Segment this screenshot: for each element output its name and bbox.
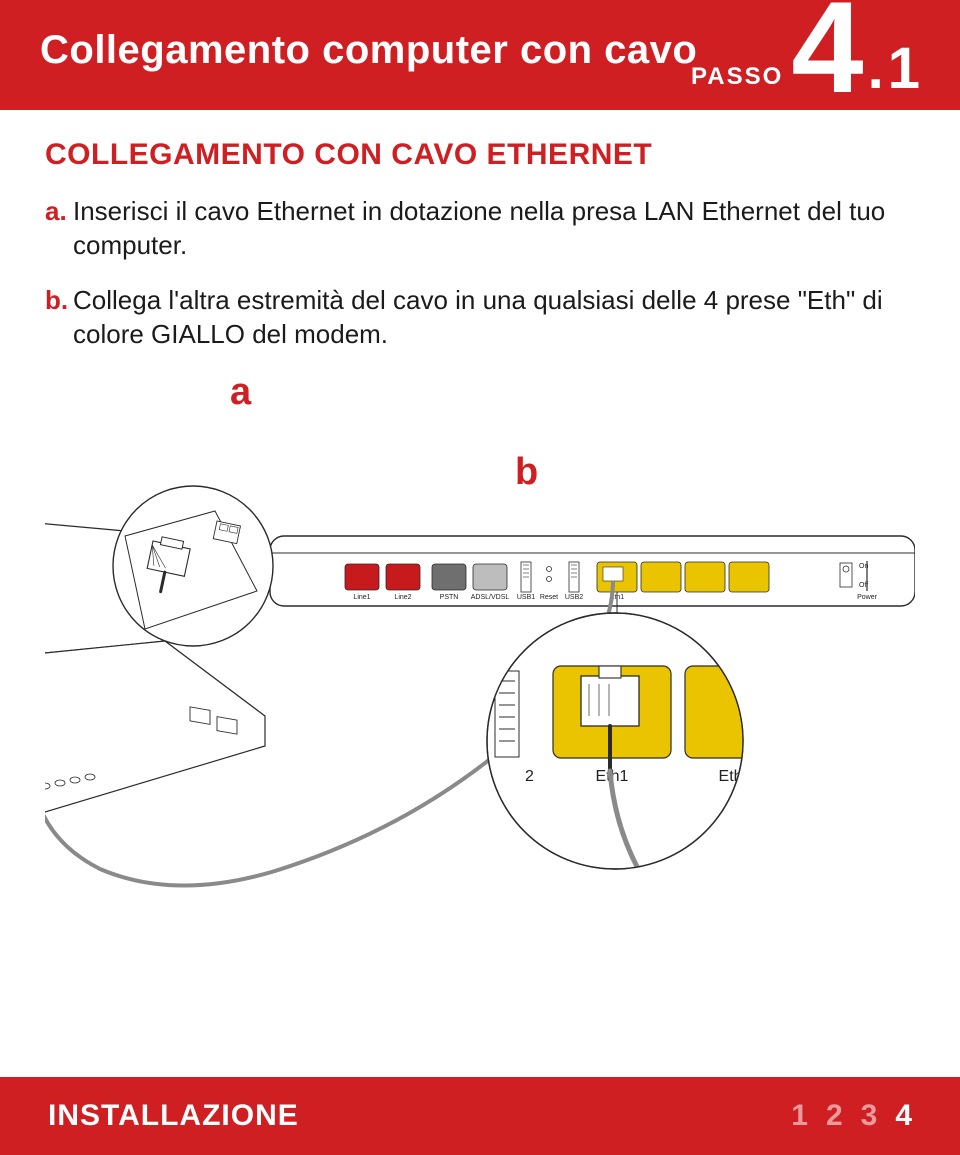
step-label: PASSO xyxy=(691,63,783,91)
footer-title: INSTALLAZIONE xyxy=(48,1099,299,1133)
step-badge: PASSO 4 . 1 xyxy=(691,0,920,112)
footer-step-1: 1 xyxy=(791,1099,808,1133)
svg-text:USB2: USB2 xyxy=(565,594,583,601)
step-major: 4 xyxy=(791,0,863,112)
footer-band: INSTALLAZIONE 1 2 3 4 xyxy=(0,1077,960,1155)
circle-b: 2 Eth1 Eth2 xyxy=(487,613,803,881)
footer-step-3: 3 xyxy=(861,1099,878,1133)
step-dot: . xyxy=(868,40,884,98)
para-b-text: Collega l'altra estremità del cavo in un… xyxy=(73,283,915,352)
content: COLLEGAMENTO CON CAVO ETHERNET a. Inseri… xyxy=(0,110,960,931)
svg-text:Line2: Line2 xyxy=(394,594,411,601)
para-a-text: Inserisci il cavo Ethernet in dotazione … xyxy=(73,194,915,263)
svg-text:PSTN: PSTN xyxy=(440,594,459,601)
circle-a xyxy=(113,486,273,646)
para-a: a. Inserisci il cavo Ethernet in dotazio… xyxy=(45,194,915,263)
modem-body: Line1 Line2 PSTN ADSL/VDSL USB1 Reset US… xyxy=(270,536,915,606)
svg-text:ADSL/VDSL: ADSL/VDSL xyxy=(471,594,510,601)
footer-step-2: 2 xyxy=(826,1099,843,1133)
para-a-key: a. xyxy=(45,194,73,263)
step-minor: 1 xyxy=(888,40,920,98)
svg-text:Power: Power xyxy=(857,594,878,601)
header-band: Collegamento computer con cavo PASSO 4 .… xyxy=(0,0,960,110)
footer-step-4: 4 xyxy=(895,1099,912,1133)
svg-text:On: On xyxy=(859,563,868,570)
footer-steps: 1 2 3 4 xyxy=(791,1099,912,1133)
svg-text:Line1: Line1 xyxy=(353,594,370,601)
para-b: b. Collega l'altra estremità del cavo in… xyxy=(45,283,915,352)
svg-text:Eth2: Eth2 xyxy=(719,768,752,785)
para-b-key: b. xyxy=(45,283,73,352)
svg-text:USB1: USB1 xyxy=(517,594,535,601)
svg-text:2: 2 xyxy=(525,768,534,785)
diagram-svg: Line1 Line2 PSTN ADSL/VDSL USB1 Reset US… xyxy=(45,371,915,931)
svg-text:Off: Off xyxy=(859,582,868,589)
diagram: a b xyxy=(45,371,915,931)
svg-text:Reset: Reset xyxy=(540,594,558,601)
subtitle: COLLEGAMENTO CON CAVO ETHERNET xyxy=(45,138,915,172)
